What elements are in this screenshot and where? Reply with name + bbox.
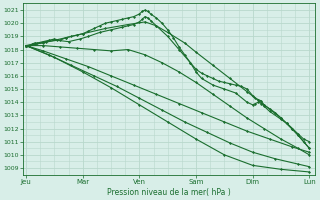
X-axis label: Pression niveau de la mer( hPa ): Pression niveau de la mer( hPa ) xyxy=(107,188,231,197)
